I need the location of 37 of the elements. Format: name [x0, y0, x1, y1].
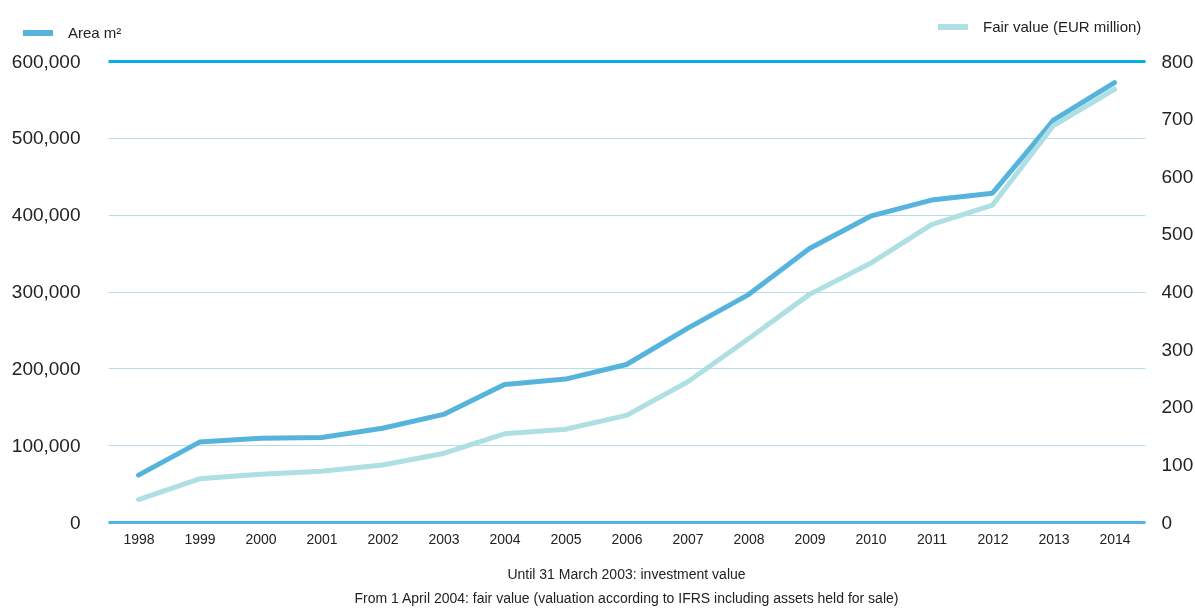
- y-tick-label: 300,000: [11, 281, 81, 302]
- x-tick-label: 1998: [123, 530, 155, 547]
- x-tick-label: 2008: [733, 530, 765, 547]
- x-tick-label: 2000: [245, 530, 277, 547]
- x-tick-label: 2010: [855, 530, 887, 547]
- x-tick-label: 2002: [367, 530, 399, 547]
- y2-tick-label: 200: [1161, 396, 1194, 418]
- y-tick-label: 100,000: [11, 434, 81, 456]
- x-tick-label: 2001: [306, 530, 338, 547]
- y2-tick-label: 300: [1161, 338, 1194, 360]
- x-tick-label: 2007: [672, 530, 704, 547]
- y-tick-label: 0: [69, 511, 81, 533]
- text: From 1 April 2004: fair value (valuation according to IFRS including assets held for sale): [354, 590, 899, 606]
- legend-label: Fair value (EUR million): [983, 18, 1142, 35]
- y2-tick-label: 500: [1161, 223, 1194, 245]
- x-tick-label: 2009: [794, 530, 826, 547]
- y-tick-label: 500,000: [11, 127, 81, 149]
- x-tick-label: 2005: [550, 530, 582, 547]
- x-tick-label: 2006: [611, 530, 643, 547]
- x-tick-label: 2013: [1038, 530, 1070, 547]
- x-tick-label: 2011: [916, 530, 948, 547]
- text: Until 31 March 2003: investment value: [507, 566, 746, 582]
- y-tick-label: 200,000: [11, 357, 81, 379]
- x-tick-label: 1999: [184, 530, 216, 547]
- y2-tick-label: 700: [1161, 108, 1194, 130]
- x-tick-label: 2012: [977, 530, 1009, 547]
- y-tick-label: 600,000: [11, 50, 81, 72]
- y2-tick-label: 0: [1161, 511, 1173, 533]
- x-tick-label: 2014: [1099, 530, 1131, 547]
- y2-tick-label: 800: [1161, 50, 1194, 72]
- y-tick-label: 400,000: [11, 204, 81, 226]
- legend-label: Area m²: [68, 24, 122, 41]
- y2-tick-label: 600: [1161, 165, 1194, 187]
- x-tick-label: 2004: [489, 530, 521, 547]
- y2-tick-label: 100: [1161, 453, 1194, 475]
- x-tick-label: 2003: [428, 530, 460, 547]
- y2-tick-label: 400: [1161, 281, 1194, 302]
